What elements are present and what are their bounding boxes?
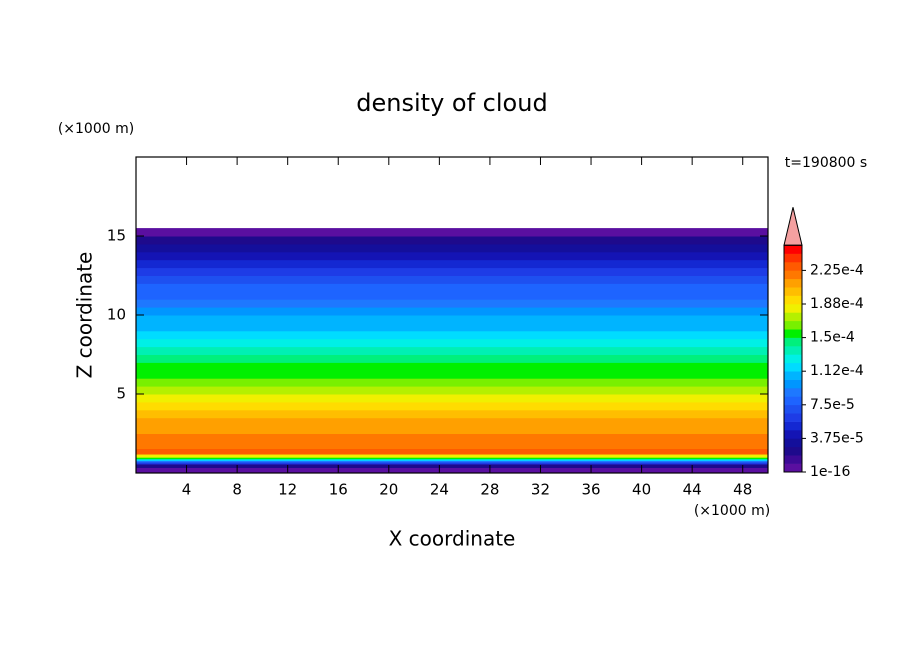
contour-band <box>136 315 768 324</box>
contour-band <box>136 454 768 458</box>
x-axis-title: X coordinate <box>389 527 516 551</box>
x-tick-label: 32 <box>531 481 550 499</box>
colorbar-box <box>784 446 802 456</box>
contour-band <box>136 267 768 276</box>
colorbar-box <box>784 262 802 271</box>
colorbar-box <box>784 396 802 406</box>
field <box>136 228 768 473</box>
colorbar-box <box>784 312 802 322</box>
colorbar-label: 1.12e-4 <box>810 363 864 379</box>
colorbar-label: 3.75e-5 <box>810 430 864 446</box>
contour-band <box>136 299 768 308</box>
contour-band <box>136 330 768 340</box>
y-unit: (×1000 m) <box>58 121 134 137</box>
contour-band <box>136 460 768 463</box>
contour-band <box>136 275 768 284</box>
contour-band <box>136 236 768 245</box>
colorbar-box <box>784 320 802 330</box>
colorbar-box <box>784 354 802 364</box>
chart-title: density of cloud <box>356 89 547 117</box>
contour-band <box>136 370 768 379</box>
contour-band <box>136 458 768 461</box>
x-tick-label: 44 <box>683 481 702 499</box>
colorbar-box <box>784 278 802 288</box>
contour-band <box>136 338 768 348</box>
x-tick-label: 24 <box>430 481 449 499</box>
x-tick-label: 4 <box>182 481 192 499</box>
colorbar-label: 2.25e-4 <box>810 262 864 278</box>
colorbar-frame <box>783 244 803 473</box>
contour-band <box>136 228 768 237</box>
contour-band <box>136 378 768 387</box>
colorbar-box <box>784 455 802 464</box>
x-tick-label: 36 <box>581 481 600 499</box>
colorbar-box <box>784 337 802 347</box>
colorbar-box <box>784 388 802 397</box>
contour-band <box>136 417 768 427</box>
colorbar-box <box>784 379 802 389</box>
colorbar-box <box>784 346 802 355</box>
colorbar-box <box>784 270 802 280</box>
x-tick-label: 48 <box>733 481 752 499</box>
x-unit: (×1000 m) <box>694 503 770 519</box>
contour-band <box>136 251 768 261</box>
contour-band <box>136 457 768 460</box>
x-tick-label: 8 <box>232 481 242 499</box>
contour-band <box>136 243 768 253</box>
x-tick-label: 20 <box>379 481 398 499</box>
contour-band <box>136 463 768 468</box>
y-tick-label: 10 <box>107 306 126 324</box>
colorbar-box <box>784 362 802 372</box>
contour-band <box>136 425 768 434</box>
contour-band <box>136 259 768 269</box>
colorbar-label: 1e-16 <box>810 464 850 480</box>
x-tick-label: 40 <box>632 481 651 499</box>
colorbar-label: 7.5e-5 <box>810 397 855 413</box>
contour-band <box>136 433 768 442</box>
colorbar-box <box>784 304 802 313</box>
contour-band <box>136 362 768 371</box>
colorbar-box <box>784 438 802 448</box>
contour-band <box>136 401 768 411</box>
contour-band <box>136 354 768 363</box>
colorbar-box <box>784 430 802 439</box>
contour-band <box>136 386 768 395</box>
contour-band <box>136 322 768 332</box>
contour-band <box>136 461 768 465</box>
colorbar-box <box>784 421 802 431</box>
colorbar-box <box>784 404 802 414</box>
colorbar-box <box>784 329 802 338</box>
contour-band <box>136 346 768 355</box>
x-tick-label: 28 <box>480 481 499 499</box>
colorbar-box <box>784 287 802 296</box>
contour-band <box>136 307 768 316</box>
colorbar-label: 1.88e-4 <box>810 296 864 312</box>
contour-band <box>136 467 768 473</box>
colorbar-box <box>784 253 802 263</box>
x-tick-label: 12 <box>278 481 297 499</box>
contour-band <box>136 283 768 292</box>
y-axis-title: Z coordinate <box>73 252 97 379</box>
colorbar-box <box>784 463 802 473</box>
colorbar-box <box>784 413 802 422</box>
contour-band <box>136 448 768 455</box>
colorbar-extend <box>783 207 803 246</box>
colorbar-box <box>784 295 802 305</box>
contour-band <box>136 291 768 300</box>
colorbar-box <box>784 371 802 380</box>
x-tick-label: 16 <box>329 481 348 499</box>
y-tick-label: 5 <box>116 385 126 403</box>
time-label: t=190800 s <box>785 155 867 171</box>
colorbar-label: 1.5e-4 <box>810 330 855 346</box>
y-tick-label: 15 <box>107 227 126 245</box>
contour-band <box>136 441 768 450</box>
contour-band <box>136 409 768 419</box>
colorbar-box <box>784 245 802 254</box>
contour-band <box>136 394 768 403</box>
